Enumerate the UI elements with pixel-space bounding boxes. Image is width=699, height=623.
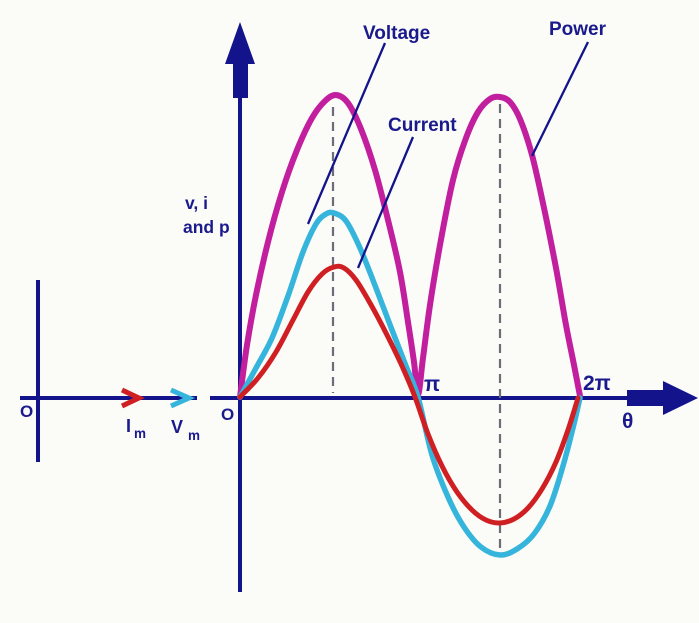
phasor-diagram: O I m V m	[20, 280, 200, 462]
main-origin-label: O	[221, 405, 234, 424]
power-leader-line	[530, 41, 590, 157]
theta-axis-label: θ	[622, 410, 633, 433]
current-label: Current	[388, 115, 457, 136]
phasor-origin-label: O	[20, 402, 33, 421]
im-label-subscript: m	[134, 426, 146, 441]
x-axis-arrow-icon	[663, 381, 698, 415]
voltage-label: Voltage	[363, 23, 430, 44]
y-axis-arrow-icon	[225, 22, 255, 64]
vm-phasor-arrow-icon	[169, 387, 196, 409]
pi-tick-label: π	[424, 373, 440, 396]
im-phasor-arrow-icon	[120, 387, 145, 409]
y-axis-title-line2: and p	[183, 217, 230, 237]
voltage-curve	[237, 209, 583, 558]
voltage-leader-line	[306, 42, 387, 225]
y-axis-arrow-shaft	[233, 60, 248, 98]
two-pi-tick-label: 2π	[583, 372, 611, 395]
current-leader-line	[356, 136, 415, 269]
im-label: I	[126, 416, 131, 436]
x-axis-arrow-shaft	[627, 390, 665, 406]
graph-labels: Voltage Power Current v, i and p π 2π θ …	[183, 19, 633, 433]
main-axes	[210, 22, 698, 592]
power-curve	[237, 91, 583, 400]
vm-label-subscript: m	[188, 428, 200, 443]
y-axis-title-line1: v, i	[185, 193, 208, 213]
power-label: Power	[549, 19, 607, 40]
vm-label: V	[171, 417, 183, 437]
current-curve	[237, 263, 581, 526]
